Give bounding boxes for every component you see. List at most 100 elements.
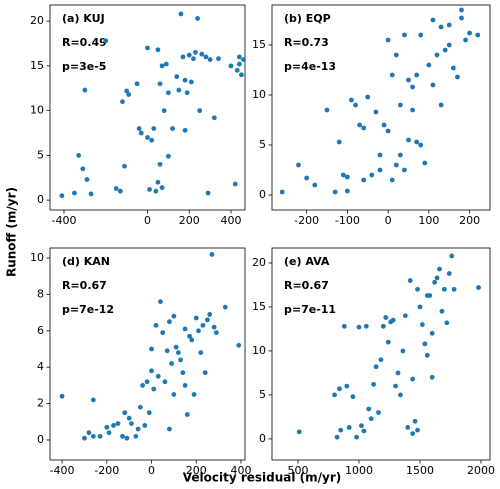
- point: [296, 429, 302, 435]
- point: [455, 74, 460, 80]
- point: [158, 299, 163, 305]
- point: [467, 30, 473, 36]
- point: [417, 304, 423, 310]
- point: [459, 15, 464, 21]
- point: [120, 433, 125, 439]
- point: [193, 50, 198, 55]
- point: [155, 47, 161, 53]
- point: [167, 426, 172, 432]
- point: [405, 425, 411, 430]
- point: [184, 412, 190, 417]
- point: [80, 166, 86, 172]
- point: [332, 392, 337, 398]
- point: [422, 341, 428, 347]
- point: [418, 32, 424, 38]
- annotation: p=7e-12: [62, 303, 114, 316]
- x-tick-label: 200: [186, 464, 207, 477]
- point: [393, 52, 399, 58]
- point: [369, 172, 375, 178]
- point: [182, 382, 188, 388]
- point: [104, 424, 110, 430]
- point: [446, 22, 452, 28]
- point: [371, 381, 377, 387]
- point: [415, 286, 420, 292]
- point: [176, 87, 182, 93]
- point: [169, 361, 175, 366]
- point: [207, 57, 213, 63]
- point: [126, 92, 132, 97]
- point: [186, 52, 192, 58]
- point: [385, 128, 391, 134]
- point: [363, 323, 369, 329]
- point: [82, 87, 88, 93]
- y-tick-label: 6: [37, 324, 44, 337]
- point: [136, 126, 142, 131]
- point: [449, 253, 455, 259]
- point: [170, 126, 175, 131]
- y-tick-label: 5: [37, 148, 44, 161]
- point: [407, 278, 413, 283]
- point: [76, 152, 82, 158]
- point: [359, 423, 364, 429]
- point: [153, 188, 159, 194]
- point: [410, 431, 416, 437]
- point: [241, 57, 246, 63]
- y-tick-label: 20: [252, 256, 266, 269]
- point: [398, 392, 403, 398]
- point: [137, 404, 143, 410]
- point: [106, 430, 112, 436]
- point: [442, 47, 448, 53]
- point: [365, 94, 371, 100]
- point: [164, 348, 170, 354]
- point: [429, 374, 435, 380]
- point: [410, 376, 416, 382]
- point: [324, 107, 330, 113]
- point: [357, 122, 363, 128]
- point: [438, 102, 444, 108]
- point: [115, 421, 121, 427]
- point: [135, 426, 141, 432]
- point: [103, 38, 109, 44]
- point: [296, 162, 301, 168]
- point: [373, 109, 379, 115]
- point: [414, 72, 420, 78]
- point: [434, 52, 440, 58]
- point: [410, 107, 415, 113]
- point: [199, 51, 205, 57]
- x-axis-label: Velocity residual (m/yr): [183, 471, 342, 485]
- point: [72, 190, 77, 196]
- point: [340, 172, 346, 178]
- point: [173, 344, 179, 350]
- point: [202, 370, 208, 376]
- panel-title: (b) EQP: [284, 12, 331, 25]
- point: [332, 189, 338, 195]
- point: [124, 88, 130, 94]
- point: [151, 126, 157, 131]
- annotation: R=0.73: [284, 36, 329, 49]
- point: [209, 251, 215, 257]
- point: [213, 330, 219, 336]
- point: [406, 137, 411, 143]
- point: [441, 286, 447, 292]
- point: [397, 152, 403, 158]
- panel-title: (e) AVA: [284, 255, 330, 268]
- panel-title: (a) KUJ: [62, 12, 105, 25]
- point: [338, 427, 344, 433]
- point: [195, 16, 201, 21]
- point: [171, 313, 177, 319]
- point: [90, 433, 96, 439]
- point: [402, 32, 407, 38]
- x-tick-label: 0: [144, 214, 151, 227]
- point: [373, 364, 379, 370]
- point: [279, 189, 285, 195]
- point: [90, 397, 96, 403]
- point: [385, 37, 391, 43]
- point: [383, 315, 389, 320]
- point: [180, 370, 186, 376]
- point: [188, 79, 194, 85]
- point: [159, 63, 165, 69]
- point: [459, 7, 464, 13]
- y-tick-label: 8: [37, 287, 44, 300]
- point: [395, 370, 401, 376]
- point: [133, 433, 139, 439]
